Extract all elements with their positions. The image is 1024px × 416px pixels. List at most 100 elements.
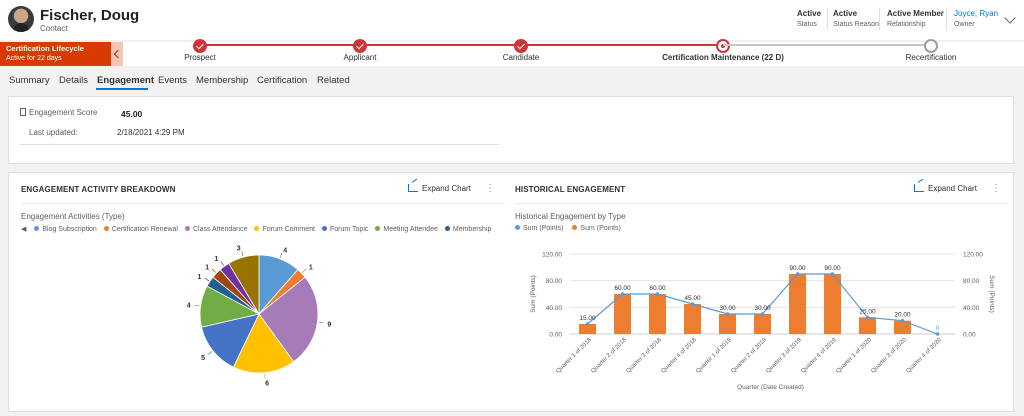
header-field-status: Active Status xyxy=(797,9,821,28)
pie-panel-divider xyxy=(21,203,505,204)
x-tick-label: Quarter 1 of 2020 xyxy=(835,337,873,375)
engagement-score-card: Engagement Score 45.00 Last updated: 2/1… xyxy=(8,96,1014,164)
line-point[interactable] xyxy=(900,318,905,323)
line-point[interactable] xyxy=(865,315,870,320)
pie-slice-label: 1 xyxy=(198,274,202,281)
legend-item[interactable]: Certification Renewal xyxy=(103,225,178,233)
tab-details[interactable]: Details xyxy=(59,75,89,86)
line-point[interactable] xyxy=(795,272,800,276)
avatar[interactable] xyxy=(8,6,34,32)
stage-label-recertification[interactable]: Recertification xyxy=(905,53,957,62)
historical-engagement-chart[interactable]: 0.00 0.00 40.00 40.00 80.00 80.00 120.00 120.00… xyxy=(515,237,1007,411)
bar[interactable] xyxy=(614,294,631,334)
chevron-left-icon[interactable] xyxy=(111,42,123,66)
legend-item[interactable]: Blog Subscription xyxy=(34,225,97,233)
line-point[interactable] xyxy=(935,332,940,336)
bar-expand-chart-button[interactable]: Expand Chart xyxy=(928,184,977,193)
relationship-label: Relationship xyxy=(887,21,926,28)
pie-slice[interactable] xyxy=(258,276,319,363)
tab-events[interactable]: Events xyxy=(158,75,188,86)
line-point[interactable] xyxy=(620,292,625,296)
bar[interactable] xyxy=(894,320,911,334)
legend-item-bar[interactable]: Sum (Points) xyxy=(572,225,621,232)
engagement-score-label: Engagement Score xyxy=(29,108,98,117)
line-point[interactable] xyxy=(690,302,695,306)
pie-slice[interactable] xyxy=(201,313,260,368)
record-title: Fischer, Doug xyxy=(40,7,140,24)
pie-legend: ◀ Blog Subscription Certification Renewal… xyxy=(21,225,491,237)
legend-item[interactable]: Forum Comment xyxy=(254,225,315,233)
data-label: 60.00 xyxy=(614,285,631,292)
pie-slice-label: 4 xyxy=(187,303,191,310)
pie-leader-line xyxy=(241,251,244,257)
expand-chart-icon[interactable] xyxy=(914,184,924,192)
ellipsis-icon[interactable]: ⋮ xyxy=(991,183,1001,194)
header-field-owner: Joyce, Ryan Owner xyxy=(954,9,998,28)
form-tabs: Summary Details Engagement Events Member… xyxy=(0,68,1024,94)
bar[interactable] xyxy=(859,317,876,334)
bar[interactable] xyxy=(719,314,736,334)
pie-slice[interactable] xyxy=(232,313,295,374)
stage-node-recertification[interactable] xyxy=(924,39,938,53)
tab-summary[interactable]: Summary xyxy=(9,75,50,86)
pie-leader-line xyxy=(207,351,213,355)
process-badge[interactable]: Certification Lifecycle Active for 22 da… xyxy=(0,42,111,66)
tab-engagement[interactable]: Engagement xyxy=(97,75,155,86)
pie-panel-title: Engagement Activity Breakdown xyxy=(21,185,176,194)
data-label: 60.00 xyxy=(649,285,666,292)
pie-slice-label: 5 xyxy=(201,355,205,362)
bar-legend: Sum (Points) Sum (Points) xyxy=(515,225,715,237)
stage-label-prospect[interactable]: Prospect xyxy=(184,53,216,62)
pie-chart-title: Engagement Activities (Type) xyxy=(21,212,125,221)
record-header: Fischer, Doug Contact Active Status Acti… xyxy=(0,0,1024,40)
legend-item[interactable]: Meeting Attendee xyxy=(375,225,438,233)
bar[interactable] xyxy=(649,294,666,334)
pie-slice-label: 1 xyxy=(309,264,313,271)
pie-expand-chart-button[interactable]: Expand Chart xyxy=(422,184,471,193)
line-point[interactable] xyxy=(725,312,730,316)
pie-slice[interactable] xyxy=(228,254,260,316)
tab-membership[interactable]: Membership xyxy=(196,75,249,86)
legend-item[interactable]: Membership F xyxy=(444,225,491,233)
legend-item-line[interactable]: Sum (Points) xyxy=(515,225,563,232)
engagement-score-value[interactable]: 45.00 xyxy=(121,109,143,119)
legend-item[interactable]: Class Attendance xyxy=(184,225,247,233)
owner-link[interactable]: Joyce, Ryan xyxy=(954,9,999,18)
stage-node-candidate[interactable] xyxy=(514,39,528,53)
line-point[interactable] xyxy=(585,322,590,326)
stage-label-certification-maintenance[interactable]: Certification Maintenance (22 D) xyxy=(662,53,784,62)
header-divider xyxy=(946,8,947,30)
charts-section: Engagement Activity Breakdown Expand Cha… xyxy=(8,172,1014,412)
expand-chart-icon[interactable] xyxy=(408,184,418,192)
bar[interactable] xyxy=(824,274,841,334)
chevron-down-icon[interactable] xyxy=(1004,12,1016,24)
stage-label-candidate[interactable]: Candidate xyxy=(502,53,540,62)
ellipsis-icon[interactable]: ⋮ xyxy=(485,183,495,194)
y-axis-title: Sum (Points) xyxy=(530,275,537,313)
bar-panel-title: Historical Engagement xyxy=(515,185,626,194)
stage-label-applicant[interactable]: Applicant xyxy=(343,53,377,62)
process-track-completed xyxy=(193,39,730,53)
stage-node-certification-maintenance[interactable] xyxy=(716,39,730,53)
line-point[interactable] xyxy=(655,292,660,296)
lock-icon xyxy=(20,108,26,116)
last-updated-value[interactable]: 2/18/2021 4:29 PM xyxy=(117,128,185,137)
process-name: Certification Lifecycle xyxy=(6,44,84,53)
tab-certification[interactable]: Certification xyxy=(257,75,308,86)
bar[interactable] xyxy=(754,314,771,334)
stage-node-applicant[interactable] xyxy=(353,39,367,53)
bar[interactable] xyxy=(789,274,806,334)
x-tick-label: Quarter 2 of 2019 xyxy=(730,337,768,375)
line-point[interactable] xyxy=(830,272,835,276)
stage-node-prospect[interactable] xyxy=(193,39,207,53)
legend-item[interactable]: Forum Topic xyxy=(321,225,368,233)
tab-related[interactable]: Related xyxy=(317,75,350,86)
legend-prev-icon[interactable]: ◀ xyxy=(21,226,27,233)
bar[interactable] xyxy=(579,324,596,334)
bar[interactable] xyxy=(684,304,701,334)
y-tick-label: 40.00 xyxy=(546,305,563,312)
last-updated-label: Last updated: xyxy=(29,128,78,137)
line-point[interactable] xyxy=(760,312,765,316)
pie-slice-label: 1 xyxy=(215,256,219,263)
